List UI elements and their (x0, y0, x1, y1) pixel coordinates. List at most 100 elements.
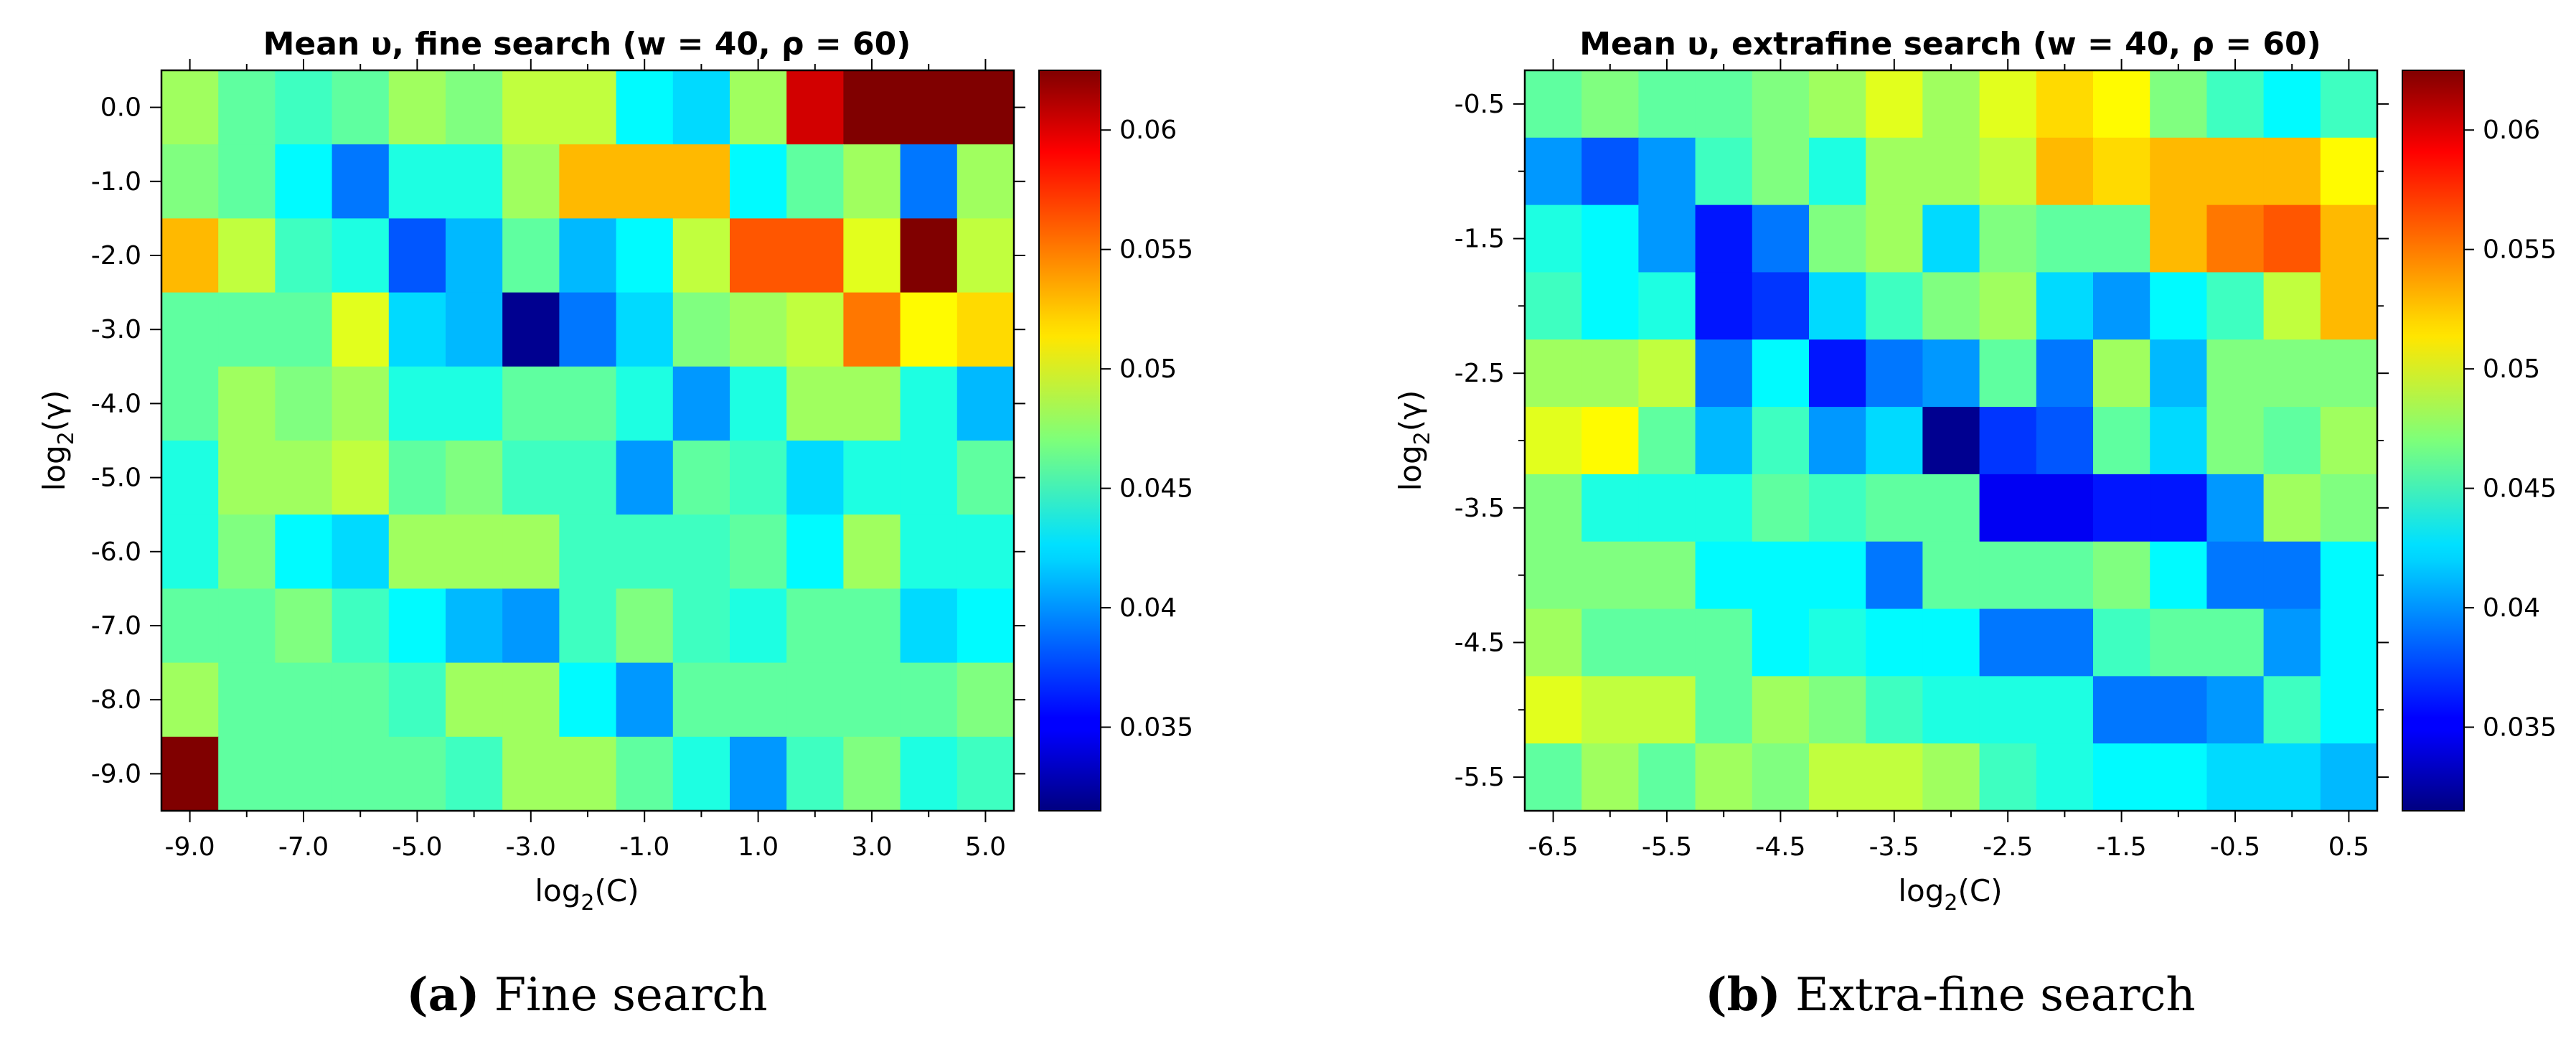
heatmap-cell (275, 366, 333, 441)
heatmap-cell (1638, 339, 1696, 408)
x-tick-label: 0.5 (2328, 832, 2369, 862)
y-tick-label: 0.0 (100, 93, 141, 123)
colorbar-gradient (2402, 70, 2465, 812)
colorbar: 0.035 0.04 0.045 0.05 0.055 0.06 (2402, 70, 2557, 812)
heatmap-cell (1638, 70, 1696, 138)
heatmap-cell (1581, 339, 1639, 408)
heatmap-cell (275, 662, 333, 738)
colorbar-ticks: 0.035 0.04 0.045 0.05 0.055 0.06 (1101, 116, 1193, 742)
heatmap-cell (388, 514, 446, 589)
heatmap-cell (2206, 407, 2265, 475)
heatmap-cell (956, 366, 1015, 441)
heatmap-cell (1752, 743, 1810, 812)
heatmap-cell (1922, 676, 1980, 744)
heatmap-cell (1809, 676, 1866, 744)
heatmap-cell (1752, 339, 1810, 408)
heatmap-cell (616, 514, 674, 589)
heatmap-cell (2150, 474, 2207, 542)
heatmap-cell (161, 441, 219, 515)
heatmap-cell (843, 736, 901, 812)
heatmap-cell (275, 144, 333, 219)
heatmap-cell (1695, 474, 1753, 542)
heatmap-cell (388, 70, 446, 145)
heatmap-cell (332, 218, 390, 293)
heatmap-cell (843, 218, 901, 293)
heatmap-cell (446, 662, 503, 738)
heatmap-cell (672, 588, 730, 664)
heatmap-cell (1695, 272, 1753, 340)
heatmap-cell (672, 662, 730, 738)
heatmap-cell (218, 588, 276, 664)
heatmap-cell (332, 736, 390, 812)
heatmap-cell (1979, 474, 2037, 542)
heatmap-cell (218, 292, 276, 367)
heatmap-cell (275, 441, 333, 515)
heatmap-cell (332, 144, 390, 219)
heatmap-cell (2263, 608, 2321, 677)
heatmap-cell (1525, 743, 1582, 812)
heatmap-cell (332, 292, 390, 367)
heatmap-cell (1979, 676, 2037, 744)
heatmap-cell (1638, 272, 1696, 340)
heatmap-cell (2150, 541, 2207, 610)
heatmap-cell (1809, 608, 1866, 677)
colorbar-tick-label: 0.06 (1119, 116, 1177, 145)
heatmap-cell (843, 588, 901, 664)
colorbar-tick-label: 0.05 (1119, 354, 1177, 384)
heatmap-cells (1525, 70, 2378, 812)
heatmap-cell (1525, 137, 1582, 206)
x-tick-label: -1.0 (619, 832, 669, 862)
heatmap-cell (1922, 541, 1980, 610)
heatmap-cell (446, 218, 503, 293)
heatmap-cell (446, 514, 503, 589)
heatmap-cell (956, 144, 1015, 219)
heatmap-cell (1752, 272, 1810, 340)
heatmap-cell (1695, 137, 1753, 206)
x-tick-label: -7.0 (278, 832, 329, 862)
y-tick-label: -5.5 (1454, 763, 1505, 792)
heatmap-cell (1525, 339, 1582, 408)
heatmap-cell (786, 441, 844, 515)
heatmap-cell (730, 366, 787, 441)
heatmap-cell (2206, 137, 2265, 206)
heatmap-cell (2263, 70, 2321, 138)
heatmap-cell (1922, 474, 1980, 542)
heatmap-cell (559, 441, 617, 515)
heatmap-cell (1979, 407, 2037, 475)
heatmap-cell (2263, 743, 2321, 812)
heatmap-cell (2206, 339, 2265, 408)
heatmap-cell (1581, 407, 1639, 475)
heatmap-cell (2206, 676, 2265, 744)
heatmap-cell (1525, 204, 1582, 273)
heatmap-cell (1922, 272, 1980, 340)
x-tick-label: 3.0 (851, 832, 892, 862)
heatmap-cell (1581, 70, 1639, 138)
heatmap-cell (1866, 541, 1923, 610)
heatmap-cell (2036, 474, 2094, 542)
heatmap-cell (2093, 541, 2150, 610)
heatmap-cell (161, 588, 219, 664)
heatmap-cell (2093, 743, 2150, 812)
heatmap-cell (1866, 676, 1923, 744)
heatmap-cell (616, 441, 674, 515)
colorbar-gradient (1038, 70, 1101, 812)
heatmap-cell (1581, 676, 1639, 744)
heatmap-cell (2036, 70, 2094, 138)
heatmap-cell (2206, 541, 2265, 610)
y-tick-label: -6.0 (91, 537, 141, 567)
y-tick-label: -5.0 (91, 464, 141, 493)
heatmap-cell (1809, 339, 1866, 408)
heatmap-cell (1752, 541, 1810, 610)
heatmap-cell (1525, 676, 1582, 744)
heatmap-cell (616, 736, 674, 812)
heatmap-cell (1979, 70, 2037, 138)
heatmap-cell (672, 70, 730, 145)
heatmap-cell (218, 144, 276, 219)
heatmap-cell (900, 144, 958, 219)
colorbar-tick-label: 0.035 (1119, 712, 1193, 742)
heatmap-cell (843, 144, 901, 219)
heatmap-cell (446, 70, 503, 145)
heatmap-cell (2150, 70, 2207, 138)
colorbar-tick-label: 0.04 (2483, 593, 2540, 623)
